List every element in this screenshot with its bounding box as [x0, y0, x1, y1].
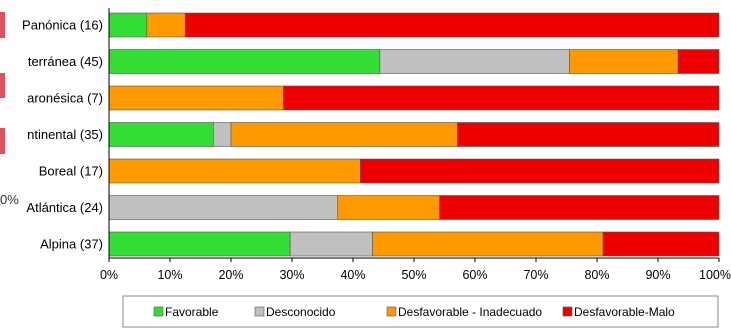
category-labels: Panónica (16) terránea (45) aronésica (7) n… — [22, 18, 103, 252]
category-label: Alpina (37) — [40, 237, 103, 252]
bar-segment-5-3 — [439, 195, 720, 220]
category-label: ntinental (35) — [27, 127, 103, 142]
bar-segment-3-0 — [108, 122, 214, 147]
edge-mark-2 — [0, 73, 5, 98]
x-tick-label: 80% — [584, 268, 609, 282]
bar-segment-6-0 — [108, 231, 291, 257]
bar-segment-0-3 — [184, 12, 720, 38]
bar-segment-3-1 — [213, 122, 232, 147]
x-tick-label: 60% — [462, 268, 487, 282]
legend-swatch — [562, 306, 573, 317]
legend-label: Desfavorable-Malo — [574, 305, 675, 319]
bar-segment-3-2 — [230, 122, 458, 147]
bar-segment-2-3 — [283, 85, 720, 111]
legend-box — [122, 295, 719, 328]
x-axis-ticks: 0% 10% 20% 30% 40% 50% 60% 70% 80% 90% 100% — [100, 258, 731, 282]
bar-segment-2-2 — [108, 85, 284, 111]
bar-segment-5-1 — [108, 195, 339, 220]
category-label: terránea (45) — [28, 54, 103, 69]
bar-segment-1-2 — [569, 49, 679, 74]
category-label: Atlántica (24) — [26, 200, 103, 215]
edge-mark-3 — [0, 128, 5, 154]
bar-segment-0-2 — [146, 12, 186, 38]
legend-items: Favorable Desconocido Desfavorable - Inade… — [153, 305, 675, 319]
side-fragment-text: 0% — [0, 192, 19, 207]
legend-label: Desfavorable - Inadecuado — [398, 305, 542, 319]
bar-segment-6-3 — [602, 231, 720, 257]
x-tick-label: 30% — [279, 268, 304, 282]
category-label: Boreal (17) — [39, 164, 103, 179]
x-tick-label: 20% — [218, 268, 243, 282]
left-edge-marks — [0, 12, 5, 154]
legend-swatch — [254, 306, 265, 317]
legend-label: Desconocido — [266, 305, 336, 319]
x-tick-label: 70% — [523, 268, 548, 282]
category-label: aronésica (7) — [27, 91, 103, 106]
x-tick-label: 0% — [100, 268, 118, 282]
legend-swatch — [386, 306, 397, 317]
bar-segment-1-1 — [379, 49, 570, 74]
x-tick-label: 90% — [645, 268, 670, 282]
bar-segment-6-2 — [372, 231, 604, 257]
bar-segment-1-0 — [108, 49, 381, 74]
bar-segment-4-2 — [108, 158, 361, 184]
edge-mark-1 — [0, 12, 5, 38]
legend: Favorable Desconocido Desfavorable - Inade… — [122, 295, 719, 328]
bar-segment-1-3 — [677, 49, 720, 74]
bar-segment-0-0 — [108, 12, 148, 38]
x-tick-label: 10% — [157, 268, 182, 282]
bar-segment-4-3 — [360, 158, 720, 184]
bar-segment-6-1 — [289, 231, 373, 257]
x-tick-label: 100% — [699, 268, 731, 282]
x-tick-label: 40% — [340, 268, 365, 282]
category-label: Panónica (16) — [22, 18, 103, 33]
bar-segment-5-2 — [337, 195, 440, 220]
legend-swatch — [153, 306, 164, 317]
x-tick-label: 50% — [401, 268, 426, 282]
bars-layer — [108, 12, 720, 257]
legend-label: Favorable — [165, 305, 219, 319]
bar-segment-3-3 — [457, 122, 720, 147]
